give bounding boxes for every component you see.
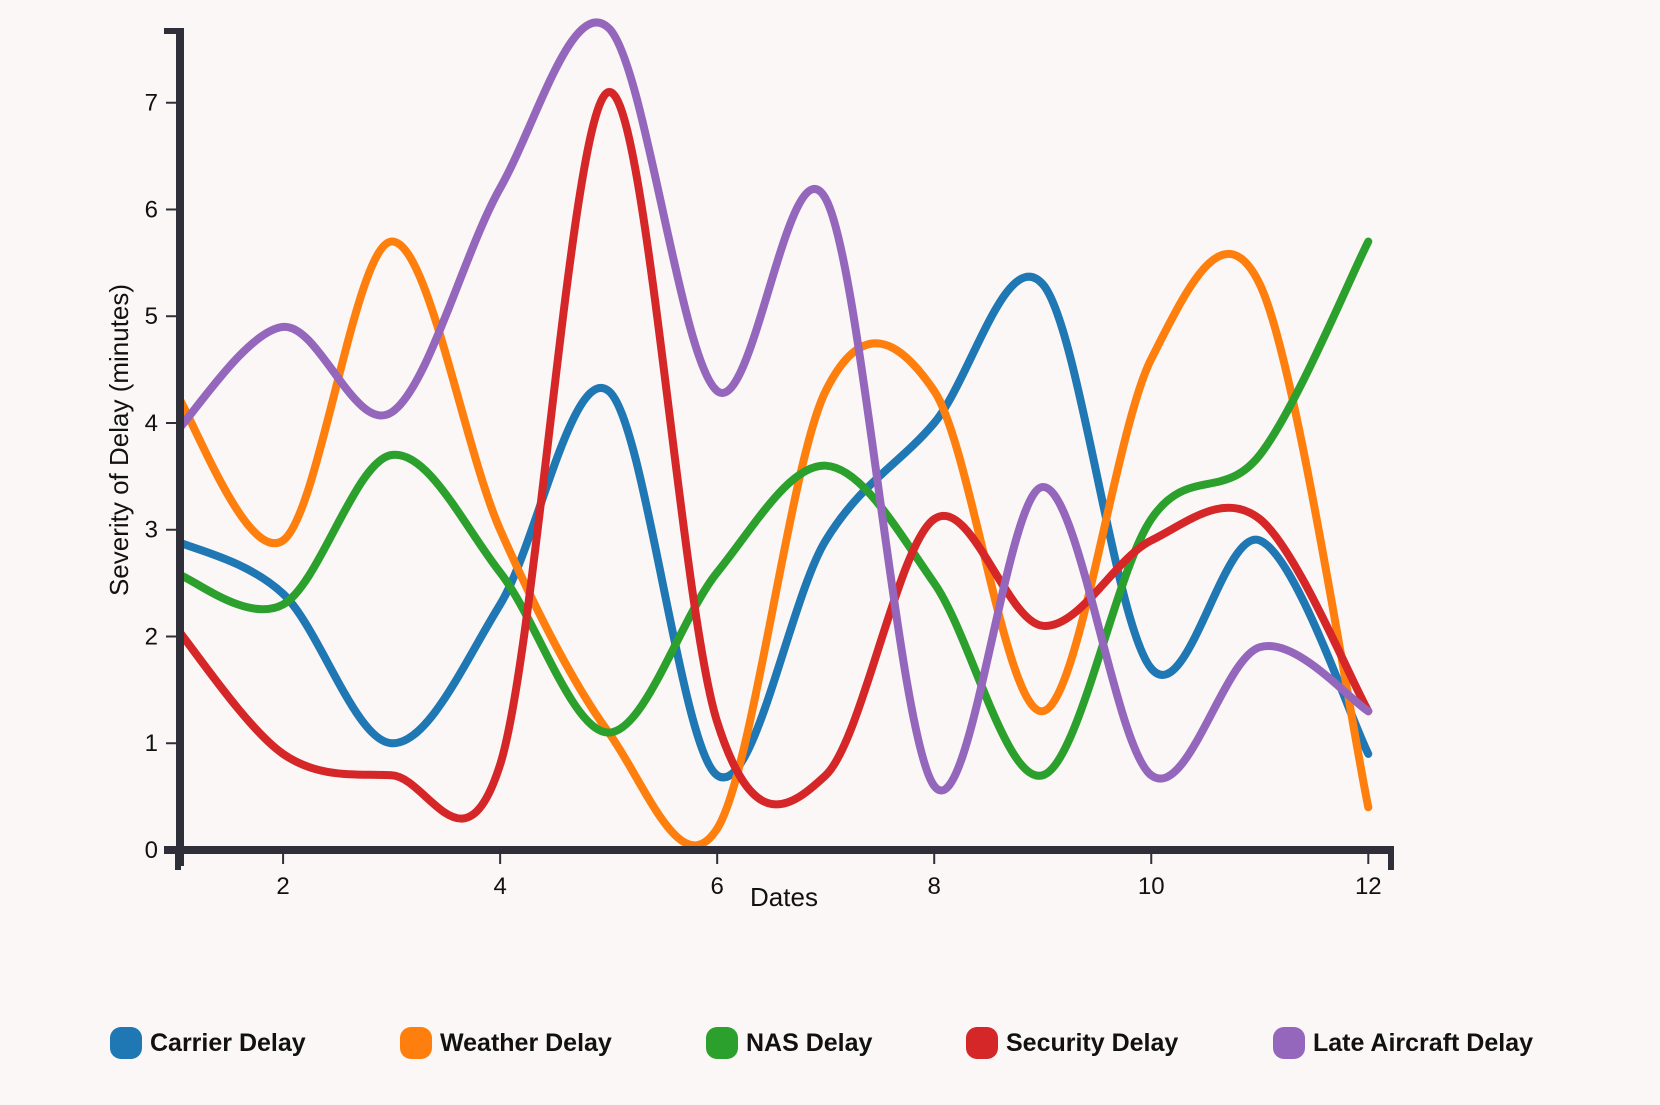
series-line-security-delay [180,88,1373,823]
legend-label: NAS Delay [746,1028,873,1057]
series-line-nas-delay [180,237,1373,780]
y-tick-label: 5 [145,303,158,330]
legend-item-weather-delay: Weather Delay [400,1018,612,1068]
x-tick-label: 8 [928,873,941,900]
series-line-carrier-delay [180,272,1373,782]
x-tick-label: 6 [710,873,723,900]
series-lines [180,18,1373,850]
series-line-weather-delay [180,237,1373,850]
y-tick-label: 4 [145,410,158,437]
y-axis: 0 1 2 3 4 5 6 7 [145,28,184,866]
x-axis-title: Dates [750,882,818,912]
y-tick-label: 1 [145,730,158,757]
y-tick-label: 7 [145,90,158,117]
series-line-late-aircraft-delay [180,18,1373,795]
legend-swatch [706,1027,738,1059]
legend-swatch [400,1027,432,1059]
legend-swatch [966,1027,998,1059]
x-tick-label: 12 [1355,873,1382,900]
legend-label: Security Delay [1006,1028,1179,1057]
y-tick-label: 3 [145,517,158,544]
x-axis: 2 4 6 8 10 12 [164,846,1394,900]
y-tick-label: 2 [145,623,158,650]
x-tick-label: 2 [276,873,289,900]
y-axis-title: Severity of Delay (minutes) [104,284,134,596]
legend-item-carrier-delay: Carrier Delay [110,1018,306,1068]
y-tick-label: 0 [145,837,158,864]
legend-label: Carrier Delay [150,1028,306,1057]
legend-label: Late Aircraft Delay [1313,1028,1533,1057]
legend-item-security-delay: Security Delay [966,1018,1178,1068]
legend: Carrier Delay Weather Delay NAS Delay Secur… [0,1018,1660,1068]
legend-swatch [110,1027,142,1059]
x-tick-label: 4 [493,873,506,900]
legend-label: Weather Delay [440,1028,612,1057]
y-tick-label: 6 [145,196,158,223]
legend-swatch [1273,1027,1305,1059]
x-tick-label: 10 [1138,873,1165,900]
legend-item-late-aircraft-delay: Late Aircraft Delay [1273,1018,1533,1068]
legend-item-nas-delay: NAS Delay [706,1018,872,1068]
